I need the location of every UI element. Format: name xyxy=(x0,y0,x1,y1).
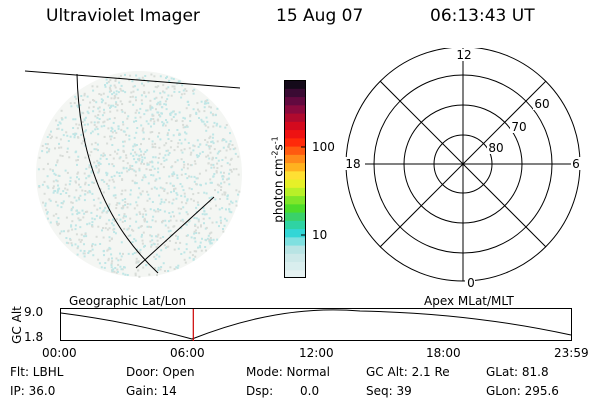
ip-value: IP: 36.0 xyxy=(10,384,56,398)
emission-speckles xyxy=(37,73,241,278)
colorbar-tick-100: 100 xyxy=(312,140,335,154)
track-axis-label: GC Alt xyxy=(10,306,24,344)
track-title-right: Apex MLat/MLT xyxy=(424,294,514,308)
latitude-line xyxy=(24,70,241,89)
gc-altitude: GC Alt: 2.1 Re xyxy=(366,365,450,379)
filter-value: Flt: LBHL xyxy=(10,365,64,379)
track-ytick-9: 9.0 xyxy=(24,305,44,319)
track-xtick-1800: 18:00 xyxy=(426,346,461,360)
lat-label-60: 60 xyxy=(534,97,549,111)
track-frame xyxy=(60,308,572,341)
earth-disk xyxy=(36,71,242,277)
sequence-number: Seq: 39 xyxy=(366,384,412,398)
mlt-label-12: 12 xyxy=(456,48,471,62)
colorbar-tick-10: 10 xyxy=(312,228,328,242)
longitude-arc xyxy=(76,73,159,274)
track-xtick-1200: 12:00 xyxy=(299,346,334,360)
altitude-curve xyxy=(60,309,572,340)
apex-polar-plot: 12 18 6 0 60 70 80 xyxy=(345,48,581,288)
geographic-image-panel xyxy=(24,70,242,278)
gain-value: Gain: 14 xyxy=(126,384,177,398)
altitude-track-plot xyxy=(60,308,572,341)
mlt-label-18: 18 xyxy=(345,157,360,171)
meridian-line xyxy=(135,196,215,269)
colorbar-unit-label: photon cm-2s-1 xyxy=(270,136,286,223)
track-title-left: Geographic Lat/Lon xyxy=(69,294,187,308)
dsp-value: 0.0 xyxy=(300,384,320,398)
observation-date: 15 Aug 07 xyxy=(276,6,364,26)
track-xtick-0000: 00:00 xyxy=(42,346,77,360)
door-status: Door: Open xyxy=(126,365,195,379)
lat-label-70: 70 xyxy=(511,120,526,134)
intensity-colorbar xyxy=(284,80,306,278)
polar-diagonal-2 xyxy=(379,80,547,248)
geographic-latitude: GLat: 81.8 xyxy=(486,365,549,379)
track-xtick-2359: 23:59 xyxy=(554,346,589,360)
instrument-title: Ultraviolet Imager xyxy=(46,6,200,26)
geographic-longitude: GLon: 295.6 xyxy=(486,384,559,398)
mlt-label-6: 6 xyxy=(572,157,580,171)
mlt-label-0: 0 xyxy=(467,276,475,288)
mode-value: Mode: Normal xyxy=(246,365,330,379)
observation-time: 06:13:43 UT xyxy=(430,6,535,26)
dsp-label: Dsp: xyxy=(246,384,274,398)
lat-label-80: 80 xyxy=(488,141,503,155)
track-ytick-1: 1.8 xyxy=(24,330,44,344)
track-xtick-0600: 06:00 xyxy=(170,346,205,360)
